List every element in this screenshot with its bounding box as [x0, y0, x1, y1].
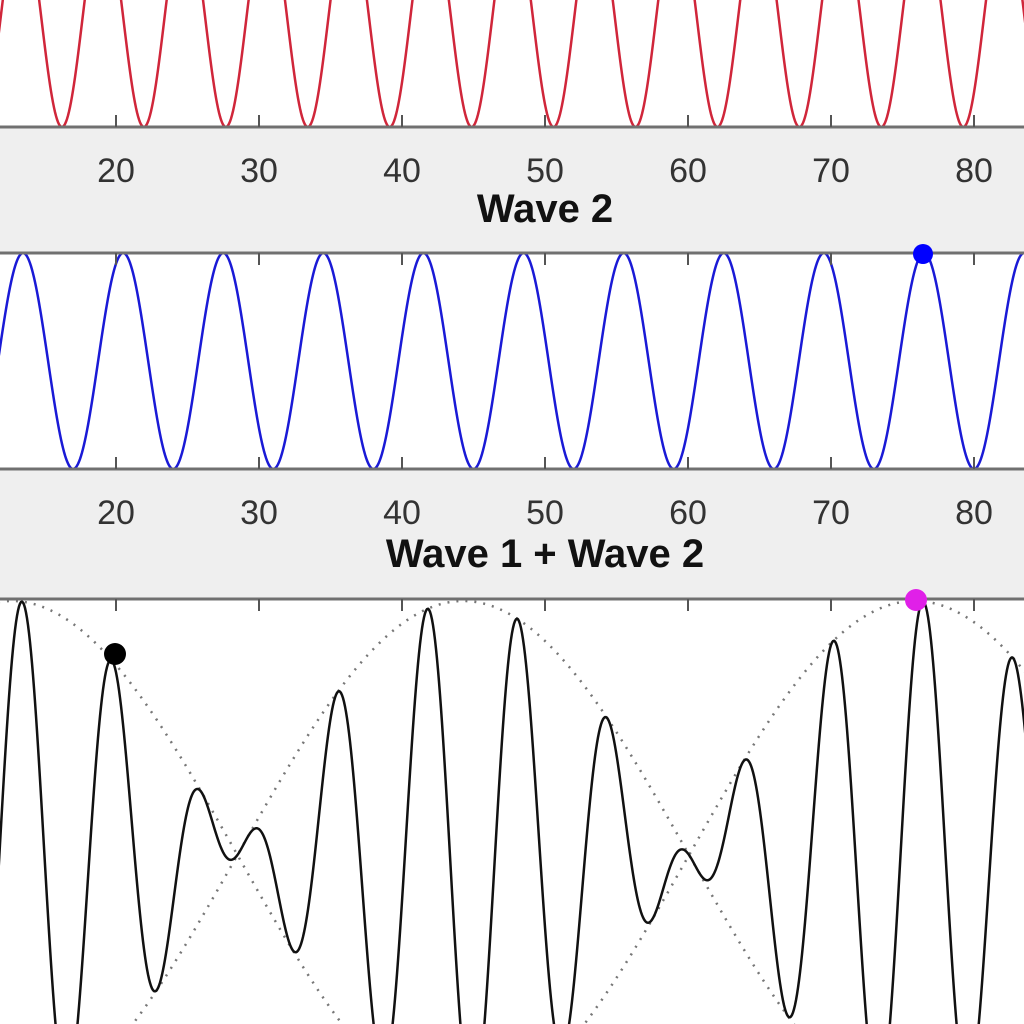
- tick-label: 30: [240, 494, 278, 532]
- tick-label: 50: [526, 494, 564, 532]
- tick-label: 80: [955, 152, 993, 190]
- marker-sum-black: [104, 643, 126, 665]
- plot-area-wave1: [0, 0, 1024, 127]
- panel-wave1: [0, 0, 1024, 129]
- sum-line: [0, 599, 1024, 1024]
- ticks-wave1: [115, 115, 975, 127]
- plot-area-sum: [0, 599, 1024, 1024]
- panel-wave2: [0, 244, 1024, 471]
- marker-wave2-peak: [913, 244, 933, 264]
- tick-label: 20: [97, 152, 135, 190]
- tick-label: 40: [383, 152, 421, 190]
- tick-label: 70: [812, 152, 850, 190]
- title-sum: Wave 1 + Wave 2: [386, 532, 704, 576]
- tick-label: 20: [97, 494, 135, 532]
- wave2-line: [0, 251, 1024, 471]
- ticks-sum: [115, 599, 975, 611]
- tick-label: 40: [383, 494, 421, 532]
- marker-sum-peak-magenta: [905, 589, 927, 611]
- tick-label: 50: [526, 152, 564, 190]
- panel-sum: [0, 589, 1024, 1024]
- xtick-labels-wave1: 20 30 40 50 60 70 80: [97, 152, 993, 190]
- title-wave2: Wave 2: [477, 187, 613, 231]
- tick-label: 60: [669, 152, 707, 190]
- tick-label: 80: [955, 494, 993, 532]
- tick-label: 70: [812, 494, 850, 532]
- plot-area-wave2: [0, 253, 1024, 469]
- ticks-wave2: [115, 253, 975, 469]
- tick-label: 30: [240, 152, 278, 190]
- xtick-labels-wave2: 20 30 40 50 60 70 80: [97, 494, 993, 532]
- tick-label: 60: [669, 494, 707, 532]
